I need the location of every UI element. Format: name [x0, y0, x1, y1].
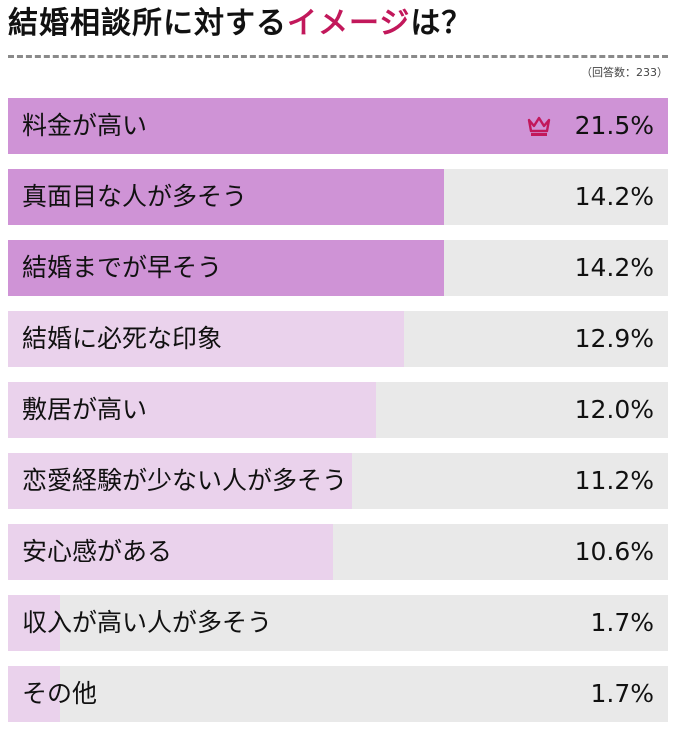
respondent-count: （回答数：233） — [581, 66, 668, 79]
category-label: 恋愛経験が少ない人が多そう — [22, 466, 348, 495]
category-label: 結婚に必死な印象 — [22, 324, 223, 353]
value-label: 10.6% — [574, 537, 654, 566]
category-label: 収入が高い人が多そう — [22, 608, 273, 637]
bar — [8, 666, 60, 722]
bar — [8, 311, 404, 367]
bar — [8, 98, 668, 154]
bar-row: 料金が高い 21.5% — [8, 98, 668, 154]
category-label: 料金が高い — [22, 111, 148, 140]
crown-icon — [527, 116, 551, 136]
category-label: 結婚までが早そう — [22, 253, 223, 282]
bar-row: 結婚に必死な印象 12.9% — [8, 311, 668, 367]
bar-row: 敷居が高い 12.0% — [8, 382, 668, 438]
value-label: 1.7% — [590, 679, 654, 708]
title-accent: イメージ — [287, 6, 411, 41]
bar — [8, 453, 352, 509]
bar-chart: 料金が高い 21.5% 真面目な人が多そう 14.2% 結婚までが早そう 14.2% 結婚に… — [8, 98, 668, 737]
title-divider — [8, 55, 668, 58]
value-label: 12.0% — [574, 395, 654, 424]
bar-row: 真面目な人が多そう 14.2% — [8, 169, 668, 225]
value-label: 12.9% — [574, 324, 654, 353]
bar — [8, 240, 444, 296]
bar-row: 安心感がある 10.6% — [8, 524, 668, 580]
bar-row: 収入が高い人が多そう 1.7% — [8, 595, 668, 651]
category-label: 安心感がある — [22, 537, 173, 566]
bar-row: 恋愛経験が少ない人が多そう 11.2% — [8, 453, 668, 509]
title-main: 結婚相談所に対する — [8, 6, 287, 41]
bar — [8, 382, 376, 438]
value-label: 14.2% — [574, 253, 654, 282]
value-label: 14.2% — [574, 182, 654, 211]
bar — [8, 169, 444, 225]
bar-row: その他 1.7% — [8, 666, 668, 722]
bar-row: 結婚までが早そう 14.2% — [8, 240, 668, 296]
title-end: は？ — [410, 6, 473, 41]
value-label: 1.7% — [590, 608, 654, 637]
category-label: その他 — [22, 679, 98, 708]
value-label: 21.5% — [574, 111, 654, 140]
bar — [8, 524, 333, 580]
bar — [8, 595, 60, 651]
category-label: 真面目な人が多そう — [22, 182, 248, 211]
value-label: 11.2% — [574, 466, 654, 495]
category-label: 敷居が高い — [22, 395, 148, 424]
page-title: 結婚相談所に対するイメージは？ — [8, 2, 472, 46]
